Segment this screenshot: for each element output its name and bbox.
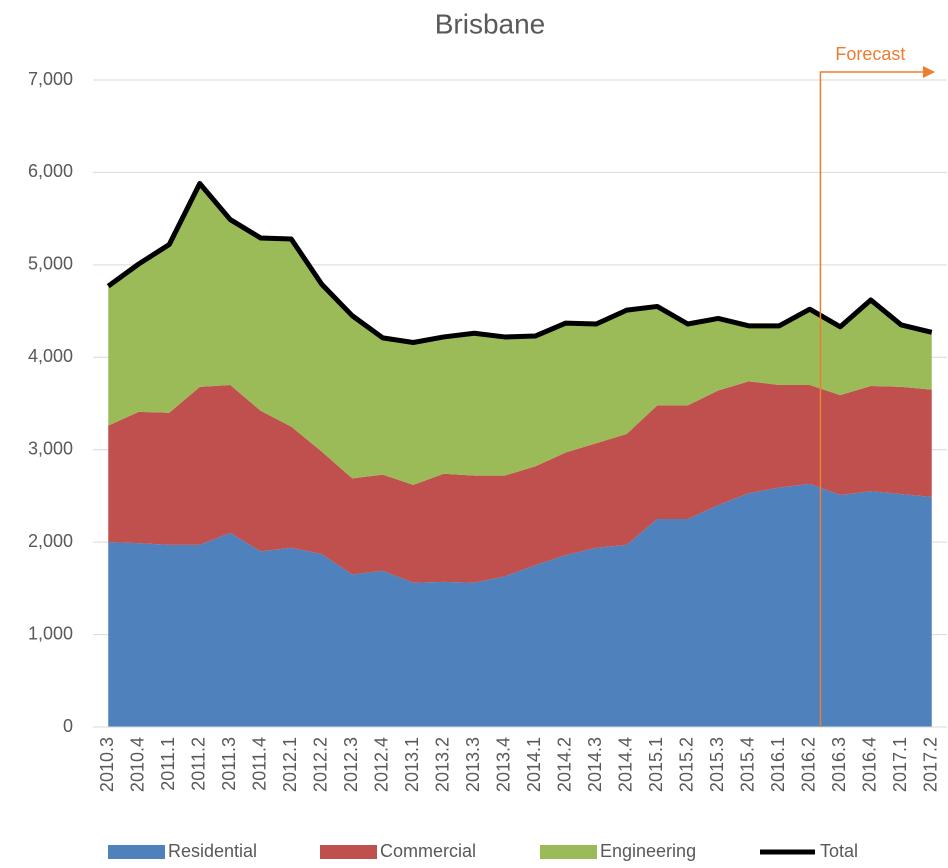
legend-label: Residential: [168, 841, 257, 861]
x-tick-label: 2012.4: [372, 737, 392, 792]
x-tick-label: 2017.2: [921, 737, 941, 792]
x-tick-label: 2017.1: [890, 737, 910, 792]
x-tick-label: 2016.1: [768, 737, 788, 792]
x-tick-label: 2010.3: [97, 737, 117, 792]
chart-title: Brisbane: [435, 8, 546, 39]
x-tick-label: 2012.2: [311, 737, 331, 792]
y-tick-label: 5,000: [28, 254, 73, 274]
legend-label: Total: [820, 841, 858, 861]
x-tick-label: 2015.3: [707, 737, 727, 792]
x-tick-label: 2014.3: [585, 737, 605, 792]
x-tick-label: 2011.4: [250, 737, 270, 791]
y-tick-label: 4,000: [28, 346, 73, 366]
x-tick-label: 2015.4: [738, 737, 758, 792]
forecast-line: [819, 71, 923, 727]
forecast-arrow: [923, 66, 935, 78]
x-tick-label: 2012.1: [280, 737, 300, 792]
legend-swatch: [320, 845, 377, 859]
x-tick-label: 2012.3: [341, 737, 361, 792]
y-tick-label: 7,000: [28, 69, 73, 89]
area: [108, 483, 932, 727]
area: [108, 183, 932, 485]
x-tick-label: 2014.2: [555, 737, 575, 792]
x-tick-label: 2010.4: [128, 737, 148, 792]
legend-label: Commercial: [380, 841, 476, 861]
y-tick-label: 3,000: [28, 438, 73, 458]
line: [106, 181, 933, 345]
x-tick-label: 2015.1: [646, 737, 666, 792]
x-tick-label: 2014.1: [524, 737, 544, 792]
y-tick-label: 0: [63, 716, 73, 736]
legend-swatch: [540, 845, 597, 859]
area: [108, 381, 932, 583]
x-tick-label: 2013.1: [402, 737, 422, 792]
y-tick-label: 2,000: [28, 531, 73, 551]
x-tick-label: 2013.2: [433, 737, 453, 792]
x-tick-label: 2016.3: [829, 737, 849, 792]
x-tick-label: 2014.4: [616, 737, 636, 792]
y-tick-label: 1,000: [28, 623, 73, 643]
legend-swatch: [108, 845, 165, 859]
x-tick-label: 2011.2: [189, 737, 209, 791]
x-tick-label: 2011.1: [158, 737, 178, 791]
x-tick-label: 2016.4: [860, 737, 880, 792]
x-tick-label: 2011.3: [219, 737, 239, 791]
legend-label: Engineering: [600, 841, 696, 861]
annotation: Forecast: [835, 44, 905, 64]
x-tick-label: 2016.2: [799, 737, 819, 792]
x-tick-label: 2013.3: [463, 737, 483, 792]
x-tick-label: 2015.2: [677, 737, 697, 792]
y-tick-label: 6,000: [28, 161, 73, 181]
x-tick-label: 2013.4: [494, 737, 514, 792]
